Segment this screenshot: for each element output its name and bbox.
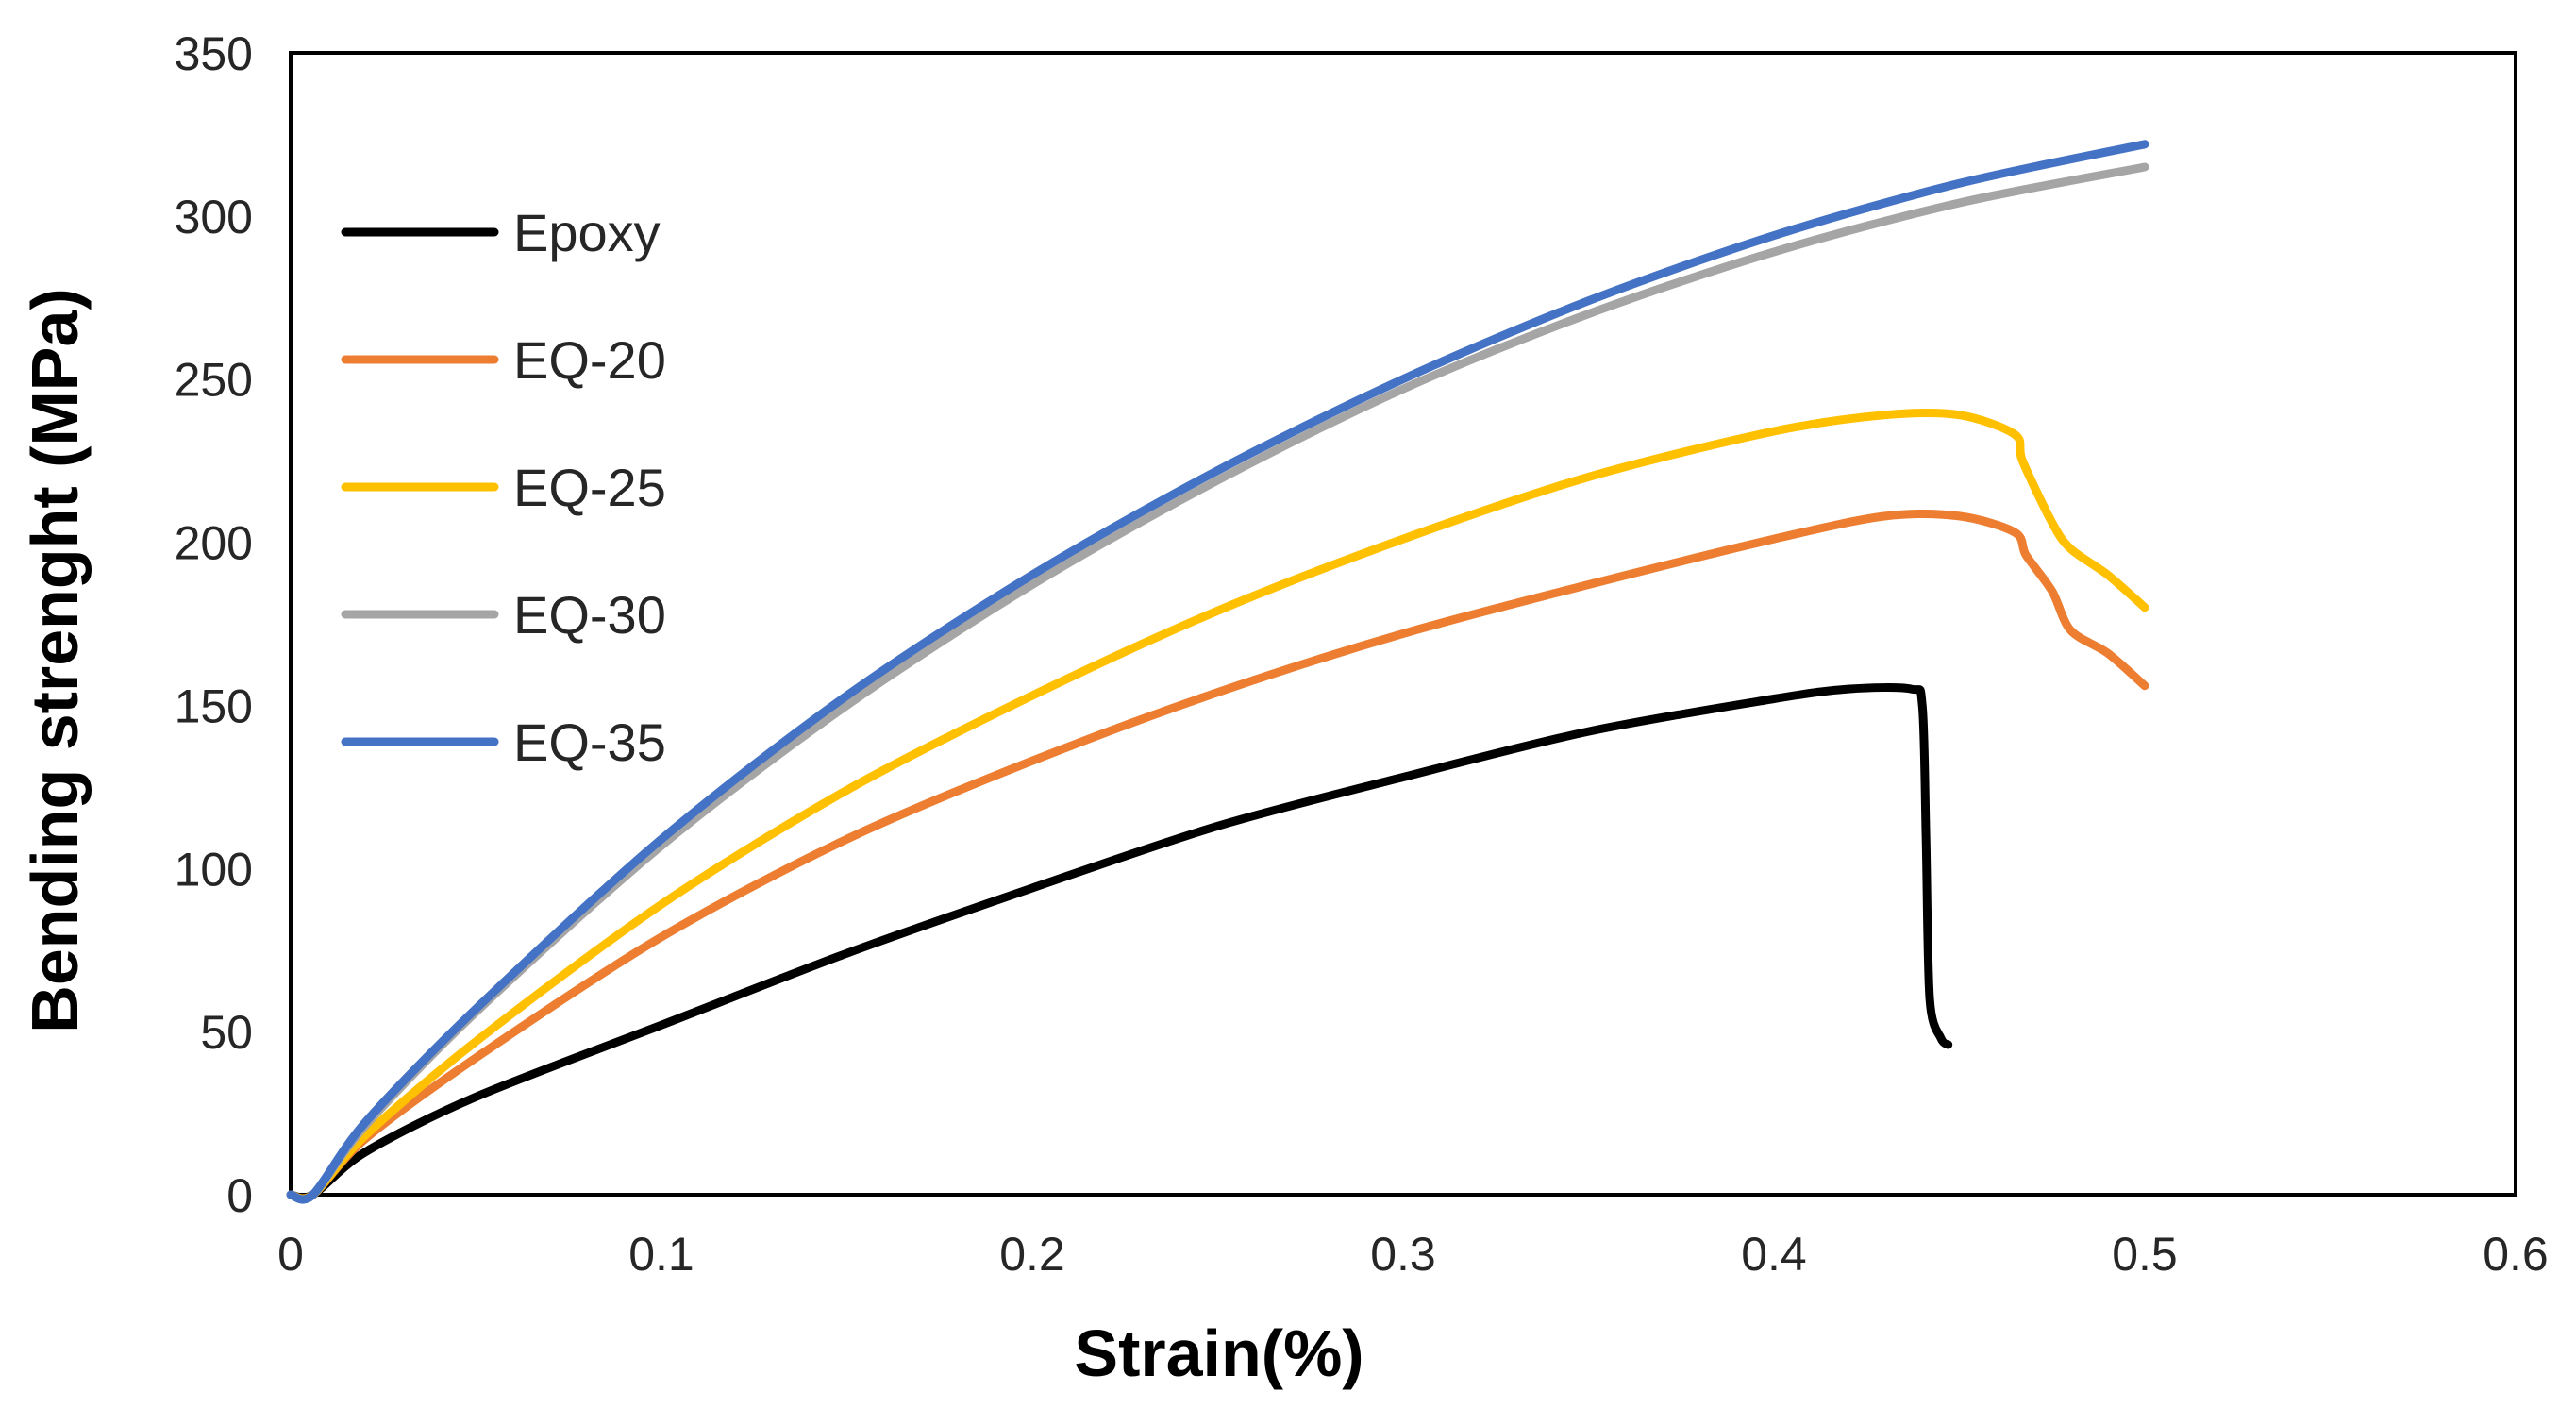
x-tick-label: 0.4 <box>1741 1228 1807 1281</box>
legend-label-eq-20: EQ-20 <box>513 330 666 390</box>
x-axis-title: Strain(%) <box>1074 1316 1363 1390</box>
series-line-epoxy <box>286 683 1953 1202</box>
series-line-eq-25 <box>286 409 2149 1203</box>
y-tick-label: 200 <box>175 517 253 570</box>
y-tick-label: 100 <box>175 843 253 896</box>
y-tick-label: 300 <box>175 191 253 243</box>
y-tick-labels: 0 50 100 150 200 250 300 350 <box>175 27 253 1222</box>
y-tick-label: 350 <box>175 27 253 80</box>
series-lines <box>286 140 2149 1204</box>
series-line-eq-35 <box>286 140 2149 1204</box>
legend-label-eq-35: EQ-35 <box>513 712 666 772</box>
y-axis-title: Bending strenght (MPa) <box>18 288 92 1032</box>
legend-label-eq-30: EQ-30 <box>513 585 666 645</box>
legend: Epoxy EQ-20 EQ-25 EQ-30 EQ-35 <box>341 203 666 772</box>
y-tick-label: 150 <box>175 679 253 732</box>
legend-label-eq-25: EQ-25 <box>513 458 666 517</box>
x-tick-label: 0.6 <box>2483 1228 2549 1281</box>
x-tick-label: 0.5 <box>2112 1228 2178 1281</box>
y-tick-label: 250 <box>175 354 253 407</box>
x-tick-label: 0.2 <box>999 1228 1065 1281</box>
x-tick-labels: 0 0.1 0.2 0.3 0.4 0.5 0.6 <box>277 1228 2549 1281</box>
x-tick-label: 0 <box>277 1228 304 1281</box>
legend-label-epoxy: Epoxy <box>513 203 661 262</box>
plot-area <box>289 51 2517 1197</box>
y-tick-label: 50 <box>200 1006 253 1059</box>
x-tick-label: 0.1 <box>628 1228 694 1281</box>
x-tick-label: 0.3 <box>1370 1228 1436 1281</box>
y-tick-label: 0 <box>226 1169 253 1222</box>
series-line-eq-20 <box>286 510 2149 1203</box>
